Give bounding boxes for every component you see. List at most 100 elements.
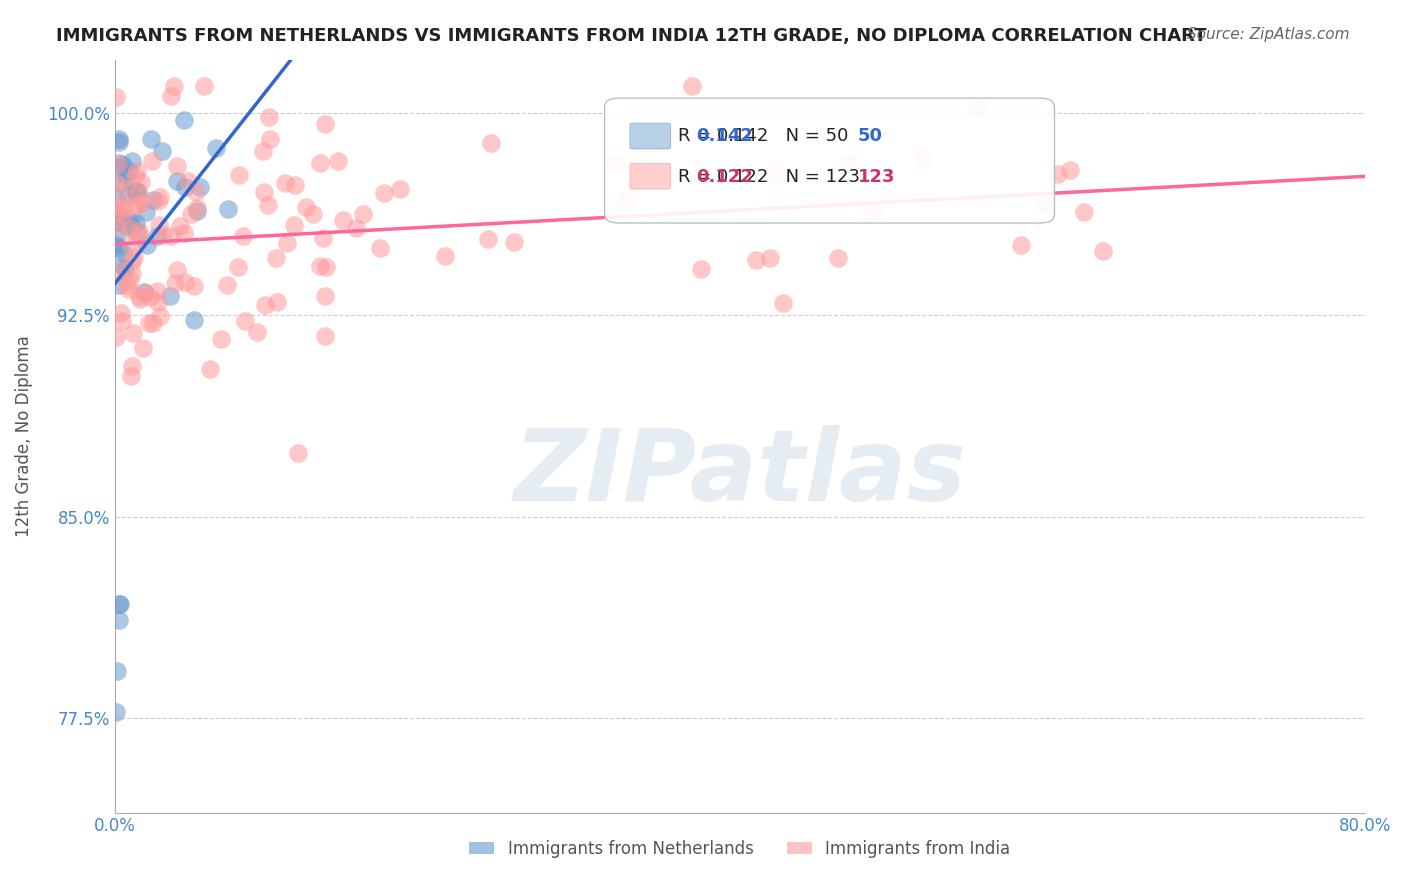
India (266, 251, 288, 265)
Netherlands (105, 238, 128, 252)
India (105, 199, 128, 213)
India (124, 169, 146, 183)
India (114, 182, 136, 196)
Netherlands (112, 245, 135, 260)
India (129, 293, 152, 307)
India (115, 277, 138, 292)
India (309, 259, 332, 273)
India (148, 194, 170, 208)
Netherlands (108, 210, 131, 224)
India (283, 218, 305, 232)
India (125, 198, 148, 212)
India (146, 295, 169, 310)
India (128, 229, 150, 244)
India (117, 282, 139, 296)
India (1046, 167, 1069, 181)
Netherlands (173, 113, 195, 128)
India (276, 235, 298, 250)
India (174, 275, 197, 289)
India (193, 79, 215, 94)
India (209, 332, 232, 346)
Netherlands (145, 229, 167, 244)
India (332, 213, 354, 227)
India (314, 117, 336, 131)
Netherlands (115, 219, 138, 233)
India (186, 201, 208, 215)
Netherlands (114, 262, 136, 277)
India (311, 231, 333, 245)
Netherlands (105, 664, 128, 678)
Text: IMMIGRANTS FROM NETHERLANDS VS IMMIGRANTS FROM INDIA 12TH GRADE, NO DIPLOMA CORR: IMMIGRANTS FROM NETHERLANDS VS IMMIGRANT… (56, 27, 1206, 45)
India (233, 314, 256, 328)
Netherlands (125, 216, 148, 230)
India (121, 254, 143, 268)
India (169, 219, 191, 233)
India (159, 228, 181, 243)
India (146, 285, 169, 299)
Netherlands (166, 173, 188, 187)
Text: ZIPatlas: ZIPatlas (513, 425, 966, 522)
India (127, 198, 149, 212)
India (274, 176, 297, 190)
Netherlands (183, 313, 205, 327)
India (149, 189, 172, 203)
Netherlands (108, 132, 131, 146)
Netherlands (125, 225, 148, 239)
India (111, 208, 134, 222)
India (284, 178, 307, 192)
Text: 50: 50 (858, 128, 883, 145)
India (911, 151, 934, 165)
India (138, 317, 160, 331)
Netherlands (108, 135, 131, 149)
Netherlands (121, 218, 143, 232)
India (122, 326, 145, 340)
Netherlands (105, 209, 128, 223)
India (614, 194, 637, 208)
Netherlands (105, 191, 128, 205)
India (252, 144, 274, 158)
India (434, 249, 457, 263)
India (368, 241, 391, 255)
India (295, 201, 318, 215)
India (315, 260, 337, 274)
India (121, 266, 143, 280)
India (1010, 238, 1032, 252)
Netherlands (107, 277, 129, 292)
Text: 123: 123 (858, 168, 896, 186)
Netherlands (118, 214, 141, 228)
India (186, 185, 208, 199)
India (128, 187, 150, 202)
India (149, 309, 172, 323)
India (759, 251, 782, 265)
Netherlands (111, 158, 134, 172)
Text: 0.142: 0.142 (696, 128, 752, 145)
India (120, 221, 142, 235)
Netherlands (142, 193, 165, 207)
India (763, 169, 786, 183)
India (314, 289, 336, 303)
Netherlands (108, 156, 131, 170)
India (827, 252, 849, 266)
India (862, 202, 884, 217)
India (253, 185, 276, 199)
Netherlands (108, 613, 131, 627)
India (259, 132, 281, 146)
India (138, 289, 160, 303)
India (180, 207, 202, 221)
Netherlands (136, 237, 159, 252)
India (132, 195, 155, 210)
Netherlands (114, 169, 136, 183)
Netherlands (159, 289, 181, 303)
Netherlands (186, 204, 208, 219)
India (838, 156, 860, 170)
India (173, 226, 195, 240)
India (326, 153, 349, 168)
India (105, 263, 128, 277)
India (105, 89, 128, 103)
India (128, 224, 150, 238)
India (254, 298, 277, 312)
India (177, 174, 200, 188)
Netherlands (125, 184, 148, 198)
Netherlands (132, 285, 155, 299)
India (1092, 244, 1115, 259)
